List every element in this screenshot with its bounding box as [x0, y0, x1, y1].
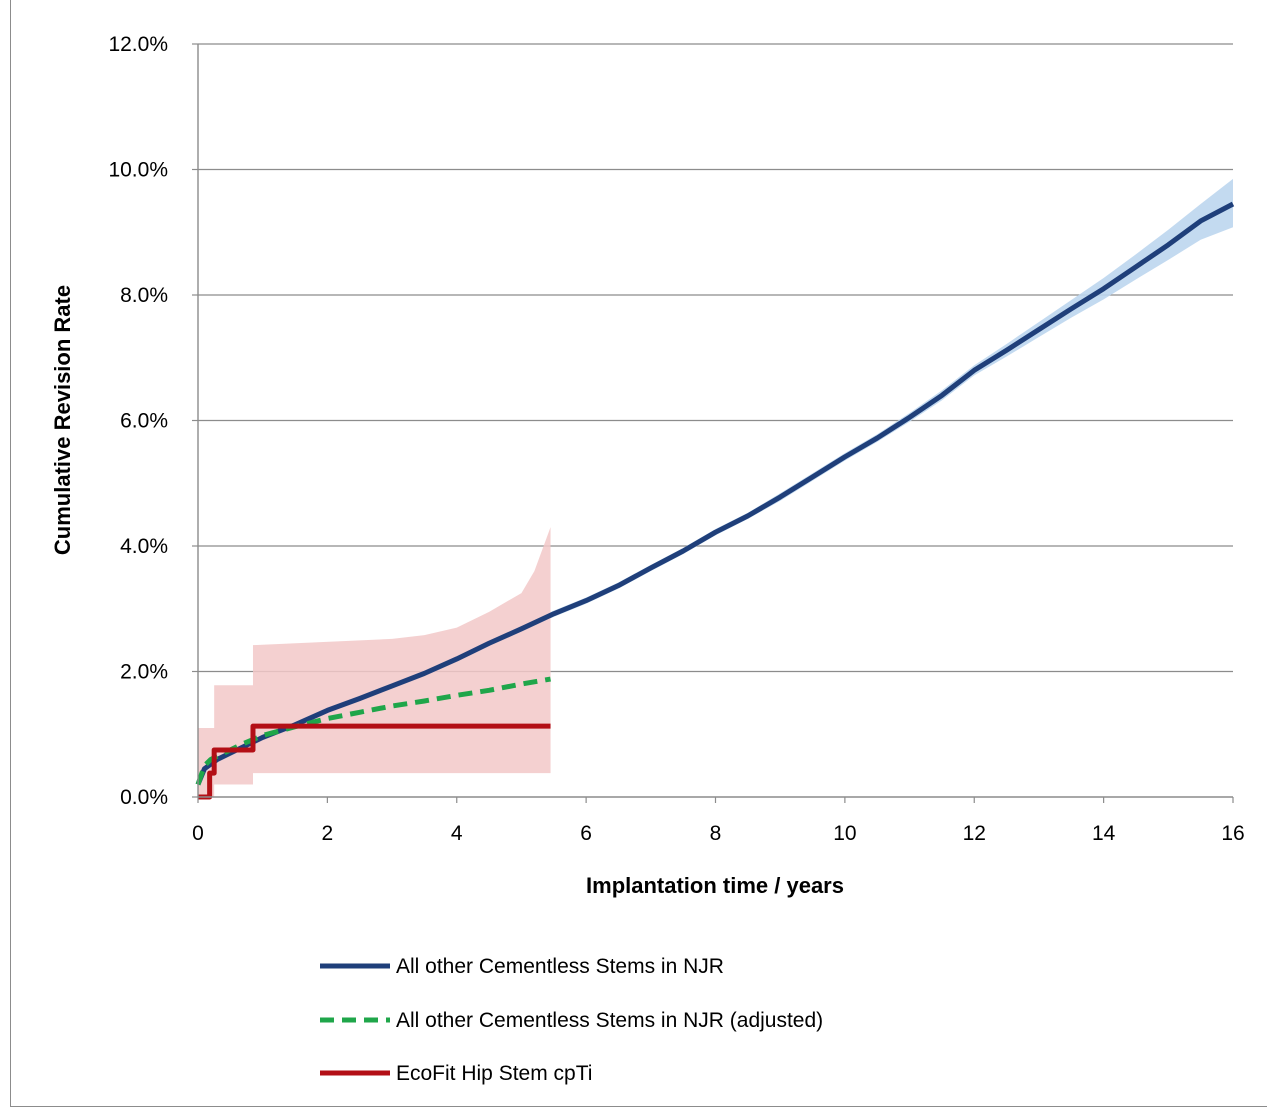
- x-tick-label: 8: [710, 822, 722, 845]
- y-tick-label: 4.0%: [120, 535, 168, 558]
- njr-line: [195, 201, 1235, 786]
- x-tick-label: 4: [451, 822, 463, 845]
- confidence-bands: [198, 178, 1233, 797]
- y-tick-label: 8.0%: [120, 284, 168, 307]
- x-tick-label: 16: [1221, 822, 1244, 845]
- series-lines: [195, 201, 1235, 800]
- legend: All other Cementless Stems in NJR All ot…: [320, 955, 823, 1085]
- y-tick-label: 12.0%: [108, 33, 168, 56]
- x-tick-label: 12: [963, 822, 986, 845]
- y-axis-title: Cumulative Revision Rate: [50, 285, 75, 555]
- gridlines: [198, 43, 1233, 673]
- x-tick-label: 6: [580, 822, 592, 845]
- y-tick-label: 10.0%: [108, 159, 168, 182]
- x-axis-title: Implantation time / years: [586, 873, 844, 898]
- chart-frame: [10, 0, 1267, 1107]
- legend-label-njr: All other Cementless Stems in NJR: [396, 955, 724, 978]
- x-tick-label: 10: [833, 822, 856, 845]
- y-tick-label: 6.0%: [120, 410, 168, 433]
- x-tick-label: 14: [1092, 822, 1116, 845]
- legend-label-njr-adjusted: All other Cementless Stems in NJR (adjus…: [396, 1009, 823, 1032]
- ecofit-line: [198, 723, 551, 800]
- y-tick-label: 2.0%: [120, 661, 168, 684]
- ecofit-confidence-band: [198, 527, 551, 797]
- y-tick-label: 0.0%: [120, 786, 168, 809]
- tick-labels: 0.0% 2.0% 4.0% 6.0% 8.0% 10.0% 12.0% 0 2 4 6 8 10 12 1…: [108, 33, 1244, 845]
- legend-label-ecofit: EcoFit Hip Stem cpTi: [396, 1062, 592, 1085]
- axes: [192, 43, 1234, 803]
- x-tick-label: 2: [322, 822, 334, 845]
- x-tick-label: 0: [192, 822, 204, 845]
